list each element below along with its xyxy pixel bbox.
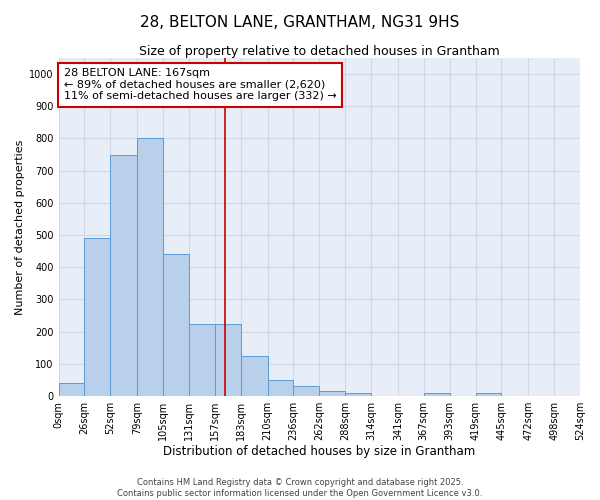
Bar (293, 386, 319, 396)
X-axis label: Distribution of detached houses by size in Grantham: Distribution of detached houses by size … (163, 444, 475, 458)
Bar (241, 356, 268, 396)
Y-axis label: Number of detached properties: Number of detached properties (15, 140, 25, 314)
Text: Contains HM Land Registry data © Crown copyright and database right 2025.
Contai: Contains HM Land Registry data © Crown c… (118, 478, 482, 498)
Bar (163, 254, 189, 396)
Bar (137, 138, 163, 396)
Bar (424, 393, 449, 396)
Bar (85, 238, 110, 396)
Text: 28, BELTON LANE, GRANTHAM, NG31 9HS: 28, BELTON LANE, GRANTHAM, NG31 9HS (140, 15, 460, 30)
Bar (59, 383, 85, 396)
Bar (189, 324, 215, 396)
Bar (476, 393, 502, 396)
Bar (215, 324, 241, 396)
Text: 28 BELTON LANE: 167sqm
← 89% of detached houses are smaller (2,620)
11% of semi-: 28 BELTON LANE: 167sqm ← 89% of detached… (64, 68, 337, 102)
Bar (268, 380, 293, 396)
Bar (345, 393, 371, 396)
Bar (110, 154, 137, 396)
Title: Size of property relative to detached houses in Grantham: Size of property relative to detached ho… (139, 45, 500, 58)
Bar (319, 392, 345, 396)
